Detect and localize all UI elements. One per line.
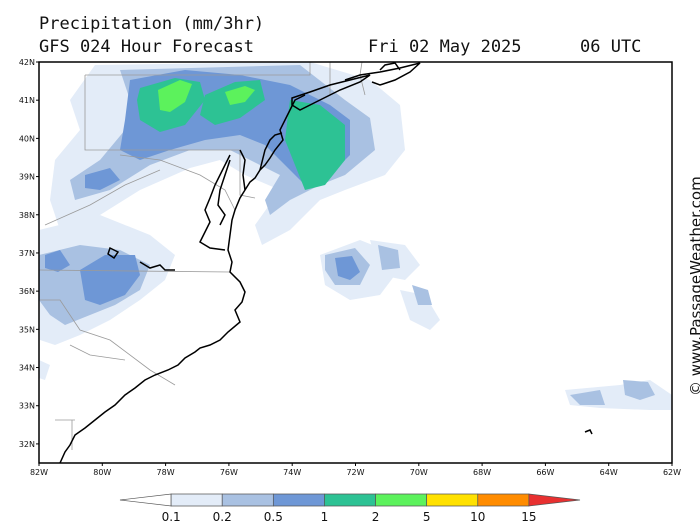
lon-label: 76W xyxy=(220,468,238,477)
forecast-date: Fri 02 May 2025 xyxy=(368,37,522,57)
lon-label: 68W xyxy=(473,468,491,477)
lat-label: 34N xyxy=(19,364,35,373)
longitude-ticks: 82W 80W 78W 76W 74W 72W 70W 68W 66W 64W 62W xyxy=(30,463,681,477)
forecast-time: 06 UTC xyxy=(580,37,642,57)
legend-swatch xyxy=(221,493,274,507)
lon-label: 66W xyxy=(536,468,554,477)
lat-label: 32N xyxy=(19,440,35,449)
lon-label: 78W xyxy=(157,468,175,477)
lat-label: 41N xyxy=(19,96,35,105)
lon-label: 62W xyxy=(663,468,681,477)
legend-threshold-label: 0.5 xyxy=(264,510,283,524)
legend-swatch xyxy=(528,493,581,507)
lon-label: 82W xyxy=(30,468,48,477)
lat-label: 36N xyxy=(19,287,35,296)
legend-threshold-label: 0.1 xyxy=(162,510,181,524)
lat-label: 39N xyxy=(19,173,35,182)
lon-label: 70W xyxy=(410,468,428,477)
legend-swatch xyxy=(426,493,479,507)
legend-swatch xyxy=(272,493,325,507)
latitude-ticks: 42N 41N 40N 39N 38N 37N 36N 35N 34N 33N 32N xyxy=(19,58,39,449)
lat-label: 33N xyxy=(19,402,35,411)
legend-threshold-label: 15 xyxy=(521,510,536,524)
site-credit: © www.PassageWeather.com xyxy=(687,176,700,396)
lat-label: 35N xyxy=(19,325,35,334)
lon-label: 80W xyxy=(93,468,111,477)
legend-swatch xyxy=(324,493,376,507)
legend-swatch xyxy=(375,493,428,507)
legend-threshold-label: 0.2 xyxy=(213,510,232,524)
precip-legend: 0.1 0.2 0.5 1 2 5 10 15 xyxy=(119,493,581,524)
legend-swatch xyxy=(170,493,223,507)
legend-threshold-label: 5 xyxy=(423,510,431,524)
legend-threshold-label: 2 xyxy=(372,510,380,524)
coastline xyxy=(59,62,593,463)
legend-threshold-label: 1 xyxy=(321,510,329,524)
lon-label: 74W xyxy=(283,468,301,477)
lat-label: 40N xyxy=(19,134,35,143)
map-title: Precipitation (mm/3hr) xyxy=(39,14,265,34)
lat-label: 42N xyxy=(19,58,35,67)
precip-band-2 xyxy=(158,80,255,112)
legend-swatch xyxy=(477,493,530,507)
lon-label: 72W xyxy=(346,468,364,477)
lon-label: 64W xyxy=(600,468,618,477)
map-area xyxy=(39,62,672,463)
lat-label: 37N xyxy=(19,249,35,258)
legend-swatch xyxy=(119,493,172,507)
legend-threshold-label: 10 xyxy=(470,510,485,524)
lat-label: 38N xyxy=(19,211,35,220)
forecast-subtitle: GFS 024 Hour Forecast xyxy=(39,37,254,57)
